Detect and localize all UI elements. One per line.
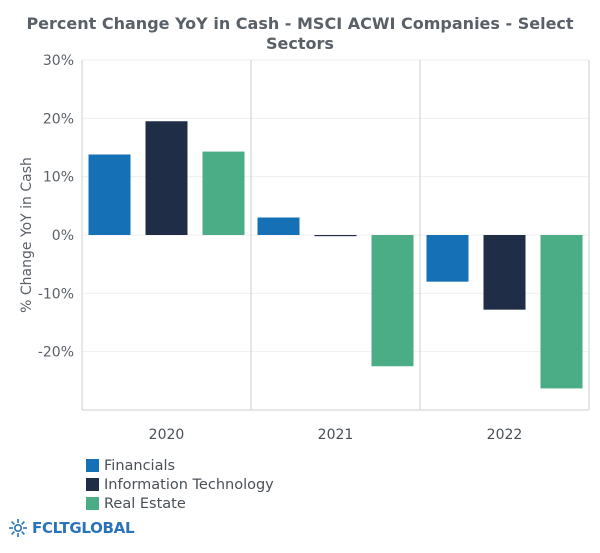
legend-swatch xyxy=(86,459,99,472)
bar-real-estate-2021 xyxy=(371,235,414,367)
legend-item-real-estate: Real Estate xyxy=(86,494,274,513)
x-tick-label: 2020 xyxy=(149,427,185,443)
x-tick-label: 2021 xyxy=(318,427,354,443)
legend-item-financials: Financials xyxy=(86,456,274,475)
sunburst-icon xyxy=(9,519,27,537)
x-tick-label: 2022 xyxy=(487,427,523,443)
y-tick-label: -10% xyxy=(38,286,74,302)
bar-real-estate-2020 xyxy=(202,151,245,235)
bar-financials-2022 xyxy=(426,235,469,282)
bar-financials-2021 xyxy=(257,217,300,235)
bar-financials-2020 xyxy=(88,154,131,235)
legend-swatch xyxy=(86,497,99,510)
legend-label: Financials xyxy=(104,457,176,474)
y-tick-label: -20% xyxy=(38,345,74,361)
legend-label: Information Technology xyxy=(104,476,274,493)
axes: 30% 20% 10% 0% -10% -20% 2020 2021 2022 xyxy=(38,53,590,443)
bar-information-technology-2022 xyxy=(483,235,526,310)
legend-swatch xyxy=(86,478,99,491)
bar-information-technology-2020 xyxy=(145,121,188,235)
chart-title: Percent Change YoY in Cash - MSCI ACWI C… xyxy=(0,14,600,54)
logo-text: FCLTGLOBAL xyxy=(32,519,135,537)
y-tick-label: 20% xyxy=(43,111,74,127)
bar-real-estate-2022 xyxy=(540,235,583,389)
chart-title-line-2: Sectors xyxy=(266,34,334,53)
y-axis-label: % Change YoY in Cash xyxy=(19,157,35,313)
legend: Financials Information Technology Real Est… xyxy=(86,456,274,513)
bars xyxy=(88,121,583,389)
y-tick-label: 0% xyxy=(52,228,74,244)
legend-item-information-technology: Information Technology xyxy=(86,475,274,494)
chart-title-line-1: Percent Change YoY in Cash - MSCI ACWI C… xyxy=(26,14,574,33)
brand-logo: FCLTGLOBAL xyxy=(8,518,135,538)
bar-information-technology-2021 xyxy=(314,235,357,237)
legend-label: Real Estate xyxy=(104,495,186,512)
y-tick-label: 10% xyxy=(43,170,74,186)
y-tick-label: 30% xyxy=(43,53,74,69)
